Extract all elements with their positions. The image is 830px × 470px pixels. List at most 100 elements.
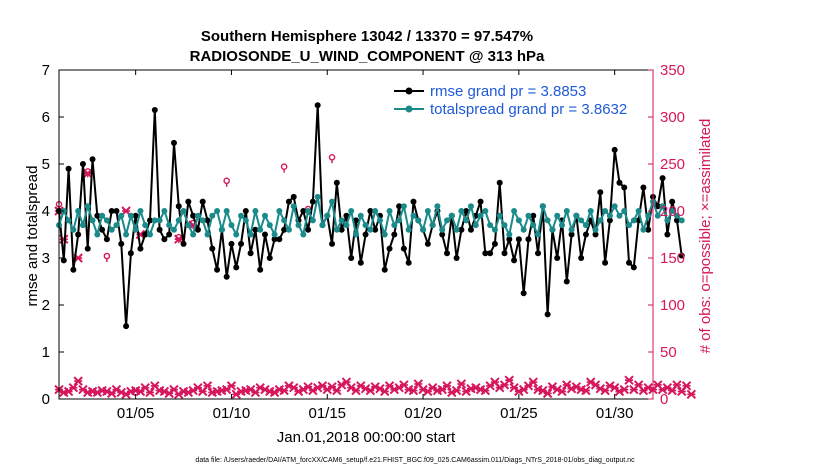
x-tick-label: 01/30 xyxy=(596,405,634,422)
totalspread-point xyxy=(65,217,72,224)
rmse-point xyxy=(170,139,177,146)
rmse-point xyxy=(568,231,575,238)
rmse-point xyxy=(194,226,201,233)
y-tick-label: 5 xyxy=(42,156,50,173)
rmse-point xyxy=(113,208,120,214)
rmse-point xyxy=(463,208,470,214)
totalspread-point xyxy=(664,217,671,224)
obs_bottom-point xyxy=(581,385,591,396)
totalspread-point xyxy=(434,203,441,210)
y-tick-label: 6 xyxy=(42,109,50,126)
totalspread-point xyxy=(515,217,522,224)
totalspread-point xyxy=(539,203,546,210)
totalspread-point xyxy=(348,208,355,214)
rmse-point xyxy=(501,250,508,257)
totalspread-point xyxy=(99,212,106,219)
totalspread-point xyxy=(175,217,182,224)
chart-subtitle: RADIOSONDE_U_WIND_COMPONENT @ 313 hPa xyxy=(190,48,545,65)
totalspread-point xyxy=(180,208,187,214)
totalspread-point xyxy=(281,217,288,224)
totalspread-point xyxy=(669,208,676,214)
rmse-point xyxy=(333,179,340,186)
totalspread-point xyxy=(233,231,240,238)
rmse-point xyxy=(477,198,484,205)
totalspread-point xyxy=(333,226,340,233)
rmse-point xyxy=(161,236,168,243)
totalspread-point xyxy=(616,212,623,219)
totalspread-point xyxy=(376,217,383,224)
rmse-point xyxy=(602,259,609,266)
totalspread-point xyxy=(381,231,388,238)
rmse-point xyxy=(597,189,604,196)
rmse-point xyxy=(132,212,139,219)
rmse-point xyxy=(645,226,652,233)
totalspread-point xyxy=(420,226,427,233)
totalspread-point xyxy=(319,222,326,229)
totalspread-point xyxy=(228,222,235,229)
totalspread-point xyxy=(554,212,561,219)
rmse-point xyxy=(228,240,235,247)
rmse-point xyxy=(410,198,417,205)
rmse-point xyxy=(467,226,474,233)
legend-spread-label: totalspread grand pr = 3.8632 xyxy=(430,101,627,118)
rmse-point xyxy=(156,226,163,233)
legend-rmse-marker xyxy=(405,87,413,95)
totalspread-point xyxy=(309,217,316,224)
obs_bottom-point xyxy=(226,381,237,391)
totalspread-point xyxy=(602,208,609,214)
totalspread-point xyxy=(343,222,350,229)
rmse-point xyxy=(343,212,350,219)
totalspread-point xyxy=(295,222,302,229)
totalspread-point xyxy=(238,212,245,219)
totalspread-point xyxy=(487,222,494,229)
rmse-point xyxy=(70,266,77,273)
totalspread-point xyxy=(247,231,254,238)
totalspread-point xyxy=(257,226,264,233)
totalspread-point xyxy=(568,226,575,233)
totalspread-point xyxy=(578,217,585,224)
totalspread-point xyxy=(166,222,173,229)
rmse-point xyxy=(75,231,82,238)
x-tick-label: 01/25 xyxy=(500,405,538,422)
y2-tick-label: 150 xyxy=(660,250,685,267)
rmse-point xyxy=(630,264,637,271)
obs_bottom-point xyxy=(408,385,419,396)
totalspread-point xyxy=(535,231,542,238)
rmse-point xyxy=(300,208,307,214)
rmse-point xyxy=(424,240,431,247)
rmse-point xyxy=(65,165,72,172)
rmse-point xyxy=(400,245,407,252)
totalspread-point xyxy=(357,212,364,219)
rmse-point xyxy=(271,236,278,243)
totalspread-point xyxy=(463,217,470,224)
totalspread-point xyxy=(362,222,369,229)
totalspread-point xyxy=(94,231,101,238)
obs_bottom-point xyxy=(619,384,629,395)
totalspread-point xyxy=(582,222,589,229)
y2-axis-label: # of obs: o=possible; ×=assimilated xyxy=(697,119,714,354)
totalspread-point xyxy=(285,226,292,233)
totalspread-point xyxy=(424,208,431,214)
totalspread-point xyxy=(400,203,407,210)
totalspread-point xyxy=(204,231,211,238)
totalspread-point xyxy=(654,212,661,219)
x-tick-label: 01/20 xyxy=(404,405,442,422)
totalspread-point xyxy=(458,208,465,214)
rmse-point xyxy=(626,259,633,266)
y-tick-label: 4 xyxy=(42,203,50,220)
totalspread-point xyxy=(127,212,134,219)
totalspread-point xyxy=(84,203,91,210)
rmse-point xyxy=(79,161,86,167)
totalspread-point xyxy=(597,217,604,224)
obs_bottom-point xyxy=(686,389,697,400)
obs_bottom-point xyxy=(73,376,83,386)
rmse-point xyxy=(535,250,542,257)
totalspread-point xyxy=(261,212,268,219)
rmse-point xyxy=(99,226,106,233)
rmse-point xyxy=(309,198,316,205)
rmse-point xyxy=(611,146,618,153)
totalspread-point xyxy=(506,231,513,238)
y2-tick-label: 250 xyxy=(660,156,685,173)
totalspread-point xyxy=(372,208,379,214)
totalspread-point xyxy=(367,226,374,233)
